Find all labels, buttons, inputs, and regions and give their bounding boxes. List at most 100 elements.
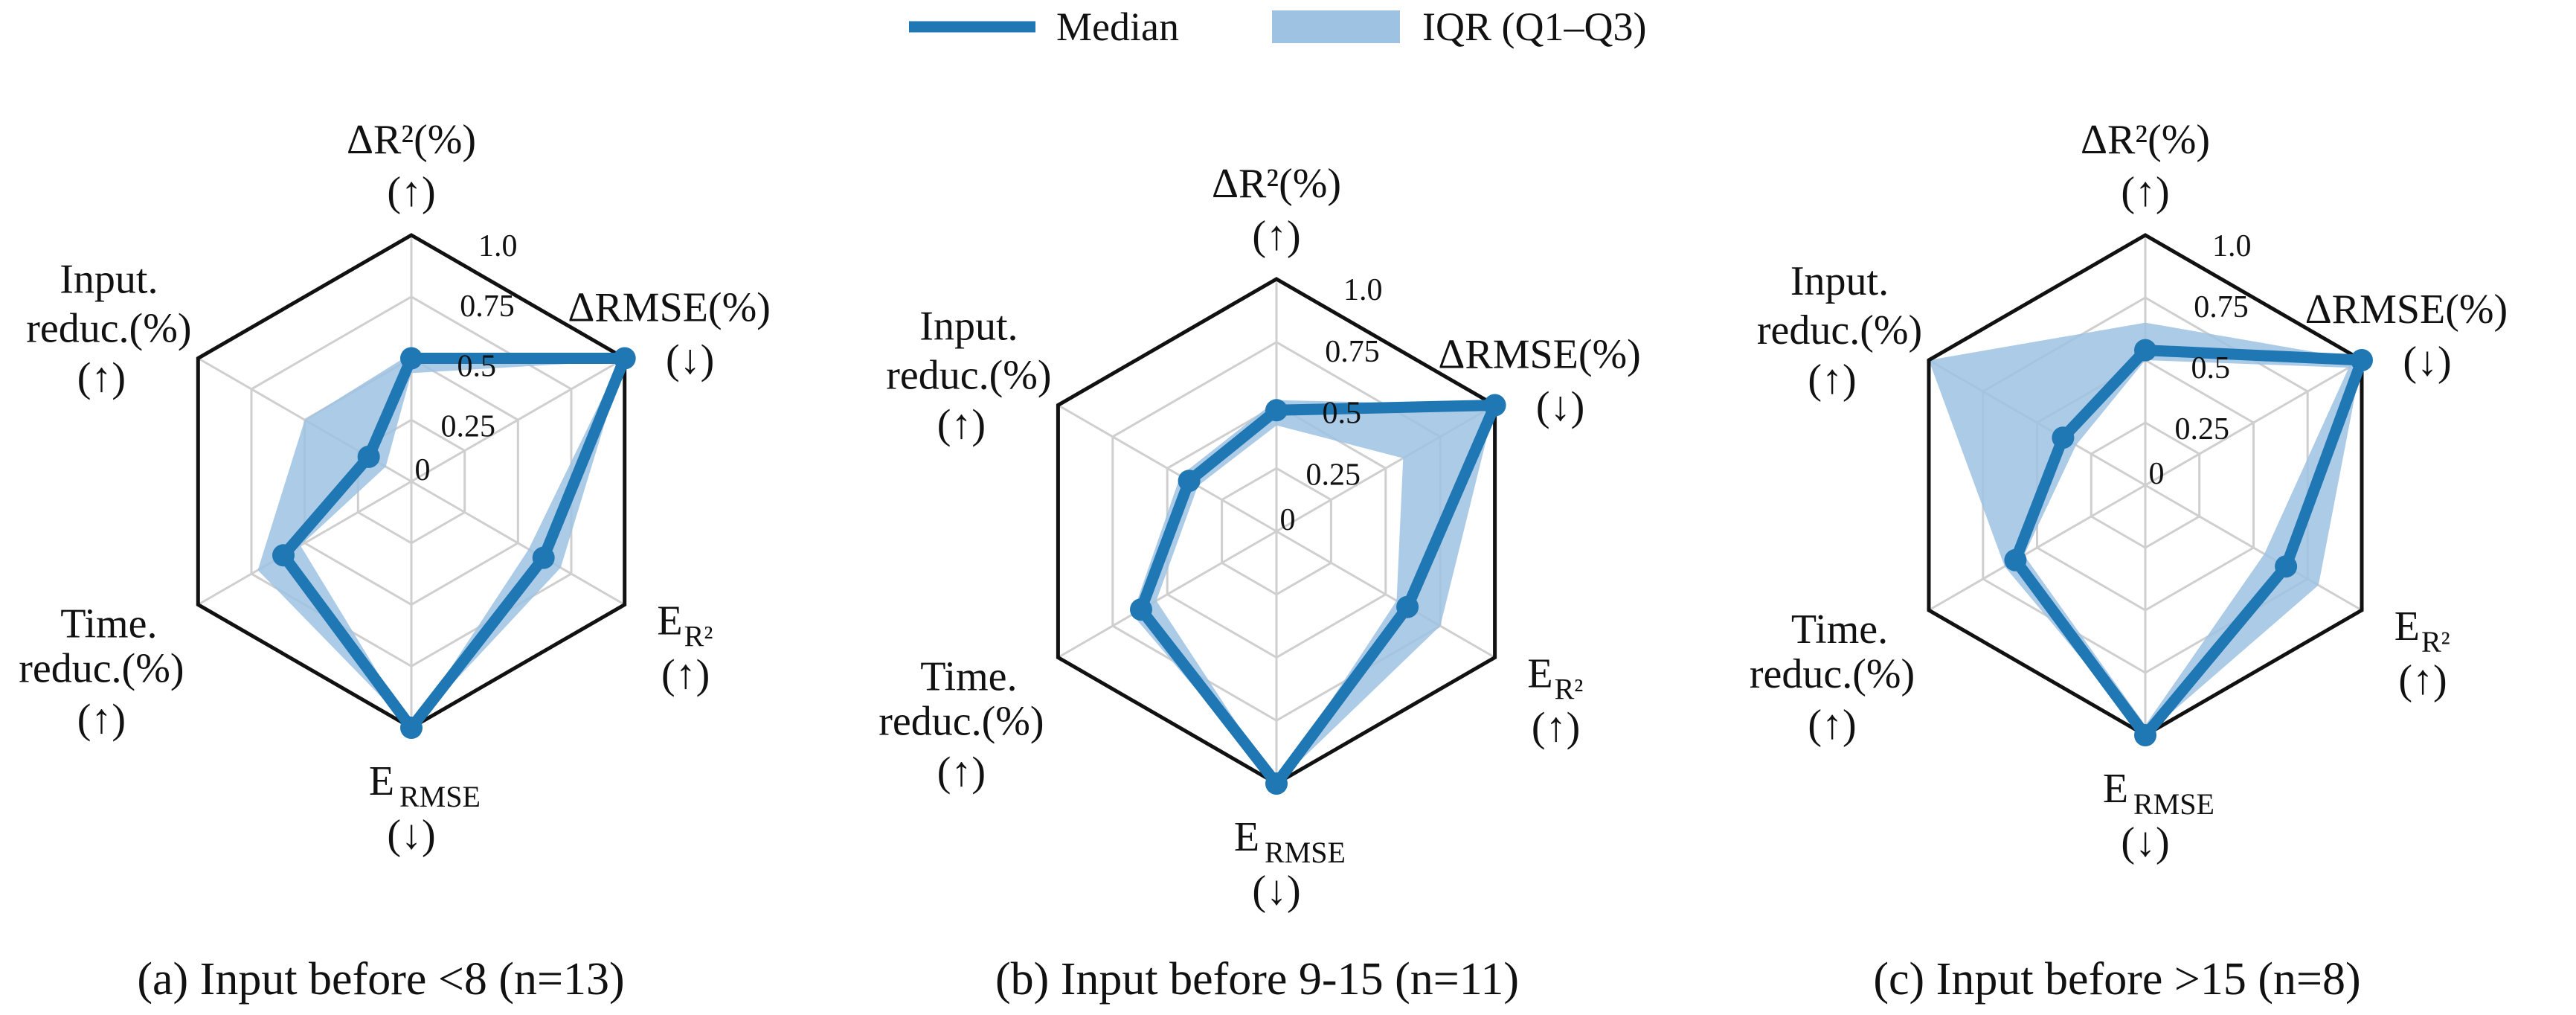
axis-arrow: (↓): [387, 812, 435, 858]
axis-label-e-r2: E: [657, 598, 682, 644]
axis-label-input-reduc: Input.: [60, 257, 158, 303]
iqr-band: [1132, 400, 1495, 784]
median-point: [400, 717, 423, 739]
axis-arrow: (↑): [387, 169, 435, 215]
median-point: [2275, 555, 2298, 578]
legend-iqr-label: IQR (Q1–Q3): [1422, 4, 1646, 49]
median-point: [400, 347, 423, 370]
axis-arrow: (↓): [1536, 384, 1584, 430]
axis-arrow: (↑): [2398, 657, 2447, 703]
axis-label-e-rmse: E: [1234, 814, 1259, 860]
median-point: [272, 544, 295, 567]
median-point: [2134, 339, 2156, 362]
axis-label-time-reduc-2: reduc.(%): [1750, 651, 1915, 697]
axis-label-e-r2-sub: R²: [684, 620, 713, 653]
median-point: [2052, 426, 2075, 449]
axis-label-time-reduc-2: reduc.(%): [19, 646, 184, 692]
legend-iqr-swatch: [1272, 10, 1400, 43]
grid-spoke: [411, 357, 626, 483]
r-tick-label: 0.25: [1306, 458, 1361, 492]
axis-label-input-reduc-2: reduc.(%): [26, 306, 191, 352]
axis-label-time-reduc: Time.: [1791, 606, 1888, 653]
axis-arrow: (↓): [666, 337, 714, 383]
axis-label-e-r2-sub: R²: [2421, 625, 2450, 659]
grid-spoke: [197, 480, 412, 606]
median-point: [613, 347, 636, 370]
axis-label-e-r2-sub: R²: [1555, 673, 1584, 706]
axis-arrow: (↑): [937, 402, 986, 448]
axis-arrow: (↑): [1532, 705, 1580, 751]
r-tick-label: 0.75: [1325, 335, 1380, 369]
grid-spoke: [1276, 530, 1496, 659]
legend: Median IQR (Q1–Q3): [909, 4, 1646, 49]
r-tick-label: 0: [415, 453, 431, 487]
axis-label-input-reduc: Input.: [1790, 258, 1889, 304]
axis-arrow: (↑): [77, 697, 126, 743]
r-tick-label: 0: [2149, 457, 2165, 491]
chart-caption: (c) Input before >15 (n=8): [1873, 954, 2360, 1005]
axis-label-e-rmse-sub: RMSE: [399, 780, 481, 813]
r-tick-label: 1.0: [478, 229, 518, 263]
chart-caption: (b) Input before 9-15 (n=11): [995, 954, 1519, 1005]
axis-arrow: (↑): [77, 355, 126, 401]
median-point: [2134, 724, 2156, 746]
grid-spoke: [1057, 404, 1277, 533]
median-point: [1483, 394, 1506, 417]
grid-spoke: [1928, 484, 2146, 612]
axis-arrow: (↑): [661, 652, 710, 698]
axis-label-delta-rmse: ΔRMSE(%): [2305, 286, 2508, 333]
axis-label-e-rmse: E: [369, 758, 394, 804]
axis-label-input-reduc: Input.: [919, 304, 1018, 350]
median-point: [357, 445, 380, 468]
grid-spoke: [1057, 530, 1277, 659]
r-tick-label: 0.25: [441, 409, 496, 444]
axis-label-delta-rmse: ΔRMSE(%): [1438, 332, 1640, 378]
r-tick-label: 1.0: [2212, 229, 2252, 263]
r-tick-label: 0.5: [457, 350, 497, 384]
axis-label-time-reduc-2: reduc.(%): [879, 699, 1044, 745]
axis-arrow: (↓): [2403, 339, 2451, 385]
r-tick-label: 0.5: [1323, 397, 1362, 431]
axis-arrow: (↑): [2121, 169, 2169, 215]
axis-arrow: (↑): [937, 749, 986, 795]
grid-spoke: [2145, 484, 2363, 612]
median-point: [1396, 595, 1419, 618]
axis-label-e-rmse: E: [2103, 766, 2128, 812]
axis-label-e-r2: E: [1527, 651, 1552, 697]
axis-arrow: (↓): [1252, 868, 1300, 914]
median-point: [2004, 548, 2027, 571]
axis-label-e-r2: E: [2394, 603, 2420, 650]
axis-label-input-reduc-2: reduc.(%): [1757, 307, 1922, 353]
axis-label-e-rmse-sub: RMSE: [2133, 787, 2214, 821]
median-point: [532, 546, 555, 569]
axis-arrow: (↑): [1808, 702, 1856, 748]
median-point: [1265, 772, 1288, 795]
axis-label-time-reduc: Time.: [920, 654, 1017, 700]
median-point: [1265, 399, 1288, 422]
axis-label-delta-r2: ΔR²(%): [1212, 161, 1341, 207]
r-tick-label: 0: [1280, 503, 1296, 537]
r-tick-label: 0.5: [2191, 351, 2231, 385]
iqr-band: [257, 353, 625, 728]
axis-arrow: (↑): [1808, 356, 1856, 403]
grid-spoke: [2145, 359, 2363, 487]
axis-arrow: (↑): [1252, 213, 1300, 259]
median-point: [1178, 470, 1201, 493]
r-tick-label: 0.75: [460, 289, 515, 324]
axis-label-time-reduc: Time.: [60, 601, 157, 647]
axis-label-delta-r2: ΔR²(%): [2081, 117, 2210, 163]
r-tick-label: 0.25: [2175, 412, 2230, 446]
r-tick-label: 1.0: [1343, 273, 1383, 307]
chart-caption: (a) Input before <8 (n=13): [137, 954, 624, 1005]
axis-label-input-reduc-2: reduc.(%): [886, 353, 1051, 399]
r-tick-label: 0.75: [2194, 290, 2249, 324]
legend-median-label: Median: [1056, 4, 1179, 49]
axis-label-delta-r2: ΔR²(%): [347, 117, 476, 163]
axis-label-e-rmse-sub: RMSE: [1265, 836, 1346, 869]
grid-spoke: [411, 480, 626, 606]
